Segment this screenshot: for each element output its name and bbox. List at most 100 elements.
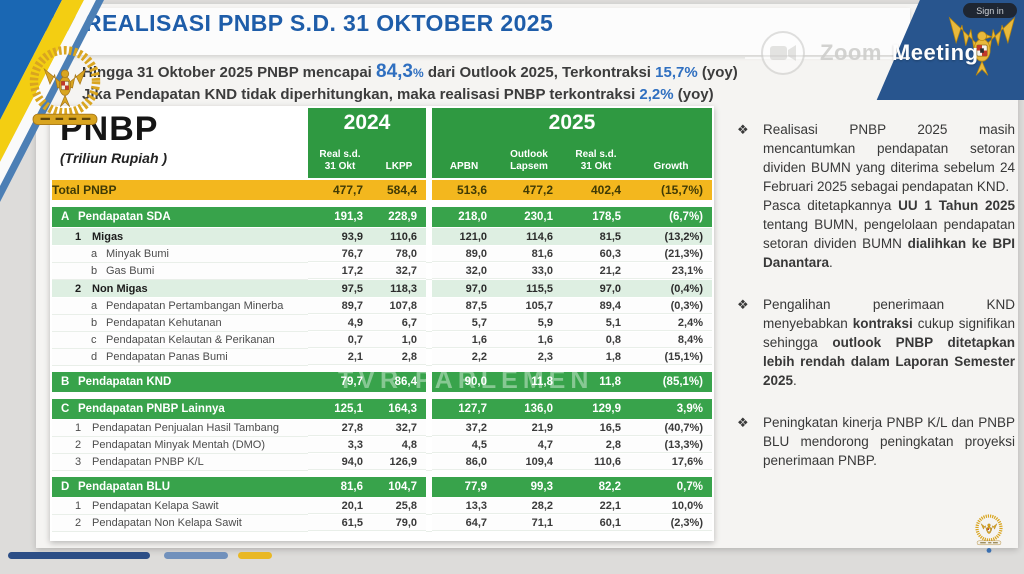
value-cell: 10,0% <box>630 498 712 514</box>
value-cell: 5,7 <box>432 315 496 331</box>
value-cell: 78,0 <box>372 246 426 262</box>
table-row: 3 Pendapatan PNBP K/L 94,0 126,9 86,0 109,4 11… <box>52 453 712 471</box>
value-cell: 191,3 <box>308 207 372 227</box>
value-cell: 86,4 <box>372 372 426 392</box>
value-cell: 79,0 <box>372 515 426 531</box>
bottom-bar-dark-blue <box>8 552 150 559</box>
value-cell: 81,5 <box>562 228 630 245</box>
value-cell: 3,3 <box>308 437 372 453</box>
table-row: b Pendapatan Kehutanan 4,9 6,7 5,7 5,9 5,1 2,4% <box>52 314 712 332</box>
value-cell: 97,0 <box>432 280 496 297</box>
value-cell: 71,1 <box>496 515 562 531</box>
row-label: B Pendapatan KND <box>52 372 308 392</box>
table-row: A Pendapatan SDA 191,3 228,9 218,0 230,1 178,5… <box>52 207 712 227</box>
value-cell: 79,7 <box>308 372 372 392</box>
notes-panel: ❖ Realisasi PNBP 2025 masih mencantumkan … <box>737 120 1015 493</box>
table-row: 2 Non Migas 97,5 118,3 97,0 115,5 97,0 (0,4%) <box>52 280 712 297</box>
value-cell: 2,3 <box>496 349 562 365</box>
value-cell: 60,3 <box>562 246 630 262</box>
table-row: D Pendapatan BLU 81,6 104,7 77,9 99,3 82,2 0,7% <box>52 477 712 497</box>
value-cell: 109,4 <box>496 454 562 470</box>
bullet-icon: ❖ <box>737 415 749 430</box>
value-cell: (85,1%) <box>630 372 712 392</box>
value-cell: 17,6% <box>630 454 712 470</box>
value-cell: 4,7 <box>496 437 562 453</box>
row-label: c Pendapatan Kelautan & Perikanan <box>52 331 308 349</box>
col-header-apbn: APBN <box>449 161 479 172</box>
row-label: a Minyak Bumi <box>52 245 308 263</box>
table-row: 1 Pendapatan Kelapa Sawit 20,1 25,8 13,3 28,2… <box>52 497 712 515</box>
value-cell: 99,3 <box>496 477 562 497</box>
value-cell: 1,6 <box>496 332 562 348</box>
value-cell: (6,7%) <box>630 207 712 227</box>
value-cell: 64,7 <box>432 515 496 531</box>
value-cell: (40,7%) <box>630 420 712 436</box>
zoom-camera-icon <box>760 30 806 76</box>
table-row: C Pendapatan PNBP Lainnya 125,1 164,3 127,7 1… <box>52 399 712 419</box>
value-cell: 81,6 <box>496 246 562 262</box>
value-cell: 2,8 <box>562 437 630 453</box>
table-row: 2 Pendapatan Non Kelapa Sawit 61,5 79,0 64,7… <box>52 514 712 532</box>
value-cell: 115,5 <box>496 280 562 297</box>
value-cell: 89,4 <box>562 298 630 314</box>
value-cell: 23,1% <box>630 263 712 279</box>
column-divider <box>426 349 432 366</box>
row-label: A Pendapatan SDA <box>52 207 308 227</box>
value-cell: 97,5 <box>308 280 372 297</box>
row-label: b Pendapatan Kehutanan <box>52 314 308 332</box>
value-cell: 93,9 <box>308 228 372 245</box>
column-divider <box>426 246 432 263</box>
table-row: c Pendapatan Kelautan & Perikanan 0,7 1,0 1,… <box>52 331 712 349</box>
row-label: 1 Migas <box>52 228 308 245</box>
value-cell: 81,6 <box>308 477 372 497</box>
bullet-icon: ❖ <box>737 122 749 137</box>
value-cell: 477,7 <box>308 180 372 200</box>
value-cell: 584,4 <box>372 180 426 200</box>
value-cell: 37,2 <box>432 420 496 436</box>
column-divider <box>426 437 432 454</box>
column-divider <box>426 332 432 349</box>
value-cell: (13,2%) <box>630 228 712 245</box>
row-label: d Pendapatan Panas Bumi <box>52 348 308 366</box>
value-cell: 2,4% <box>630 315 712 331</box>
value-cell: (21,3%) <box>630 246 712 262</box>
table-title-cell: PNBP (Triliun Rupiah ) <box>52 108 308 178</box>
value-cell: 17,2 <box>308 263 372 279</box>
value-cell: 22,1 <box>562 498 630 514</box>
row-label: b Gas Bumi <box>52 262 308 280</box>
value-cell: 6,7 <box>372 315 426 331</box>
value-cell: 164,3 <box>372 399 426 419</box>
value-cell: 89,7 <box>308 298 372 314</box>
slide-title: 2.2 REALISASI PNBP S.D. 31 OKTOBER 2025 <box>45 10 554 36</box>
value-cell: 127,7 <box>432 399 496 419</box>
value-cell: 60,1 <box>562 515 630 531</box>
bottom-bar-light-blue <box>164 552 228 559</box>
column-divider <box>426 298 432 315</box>
value-cell: (15,1%) <box>630 349 712 365</box>
value-cell: 77,9 <box>432 477 496 497</box>
col-header-growth: Growth <box>653 161 689 172</box>
value-cell: 0,7% <box>630 477 712 497</box>
value-cell: 21,9 <box>496 420 562 436</box>
col-group-2024: 2024 Real s.d. 31 Okt LKPP <box>308 108 426 178</box>
column-divider <box>426 263 432 280</box>
table-row: 1 Pendapatan Penjualan Hasil Tambang 27,8 3… <box>52 419 712 437</box>
dpr-ri-logo-small <box>975 514 1003 553</box>
column-divider <box>426 420 432 437</box>
table-unit: (Triliun Rupiah ) <box>60 150 168 166</box>
table-row: a Minyak Bumi 76,7 78,0 89,0 81,6 60,3 (21,3%) <box>52 245 712 263</box>
value-cell: 11,8 <box>496 372 562 392</box>
col-header-real-2024: Real s.d. 31 Okt <box>319 149 361 172</box>
value-cell: (2,3%) <box>630 515 712 531</box>
value-cell: 118,3 <box>372 280 426 297</box>
year-2025-label: 2025 <box>548 111 596 134</box>
note-bullet: ❖ Realisasi PNBP 2025 masih mencantumkan … <box>737 120 1015 272</box>
dpr-ri-logo <box>29 46 101 126</box>
year-2024-label: 2024 <box>343 111 391 134</box>
value-cell: 402,4 <box>562 180 630 200</box>
row-label: 3 Pendapatan PNBP K/L <box>52 453 308 471</box>
value-cell: 5,9 <box>496 315 562 331</box>
sign-in-button[interactable]: Sign in <box>963 3 1017 18</box>
value-cell: 477,2 <box>496 180 562 200</box>
